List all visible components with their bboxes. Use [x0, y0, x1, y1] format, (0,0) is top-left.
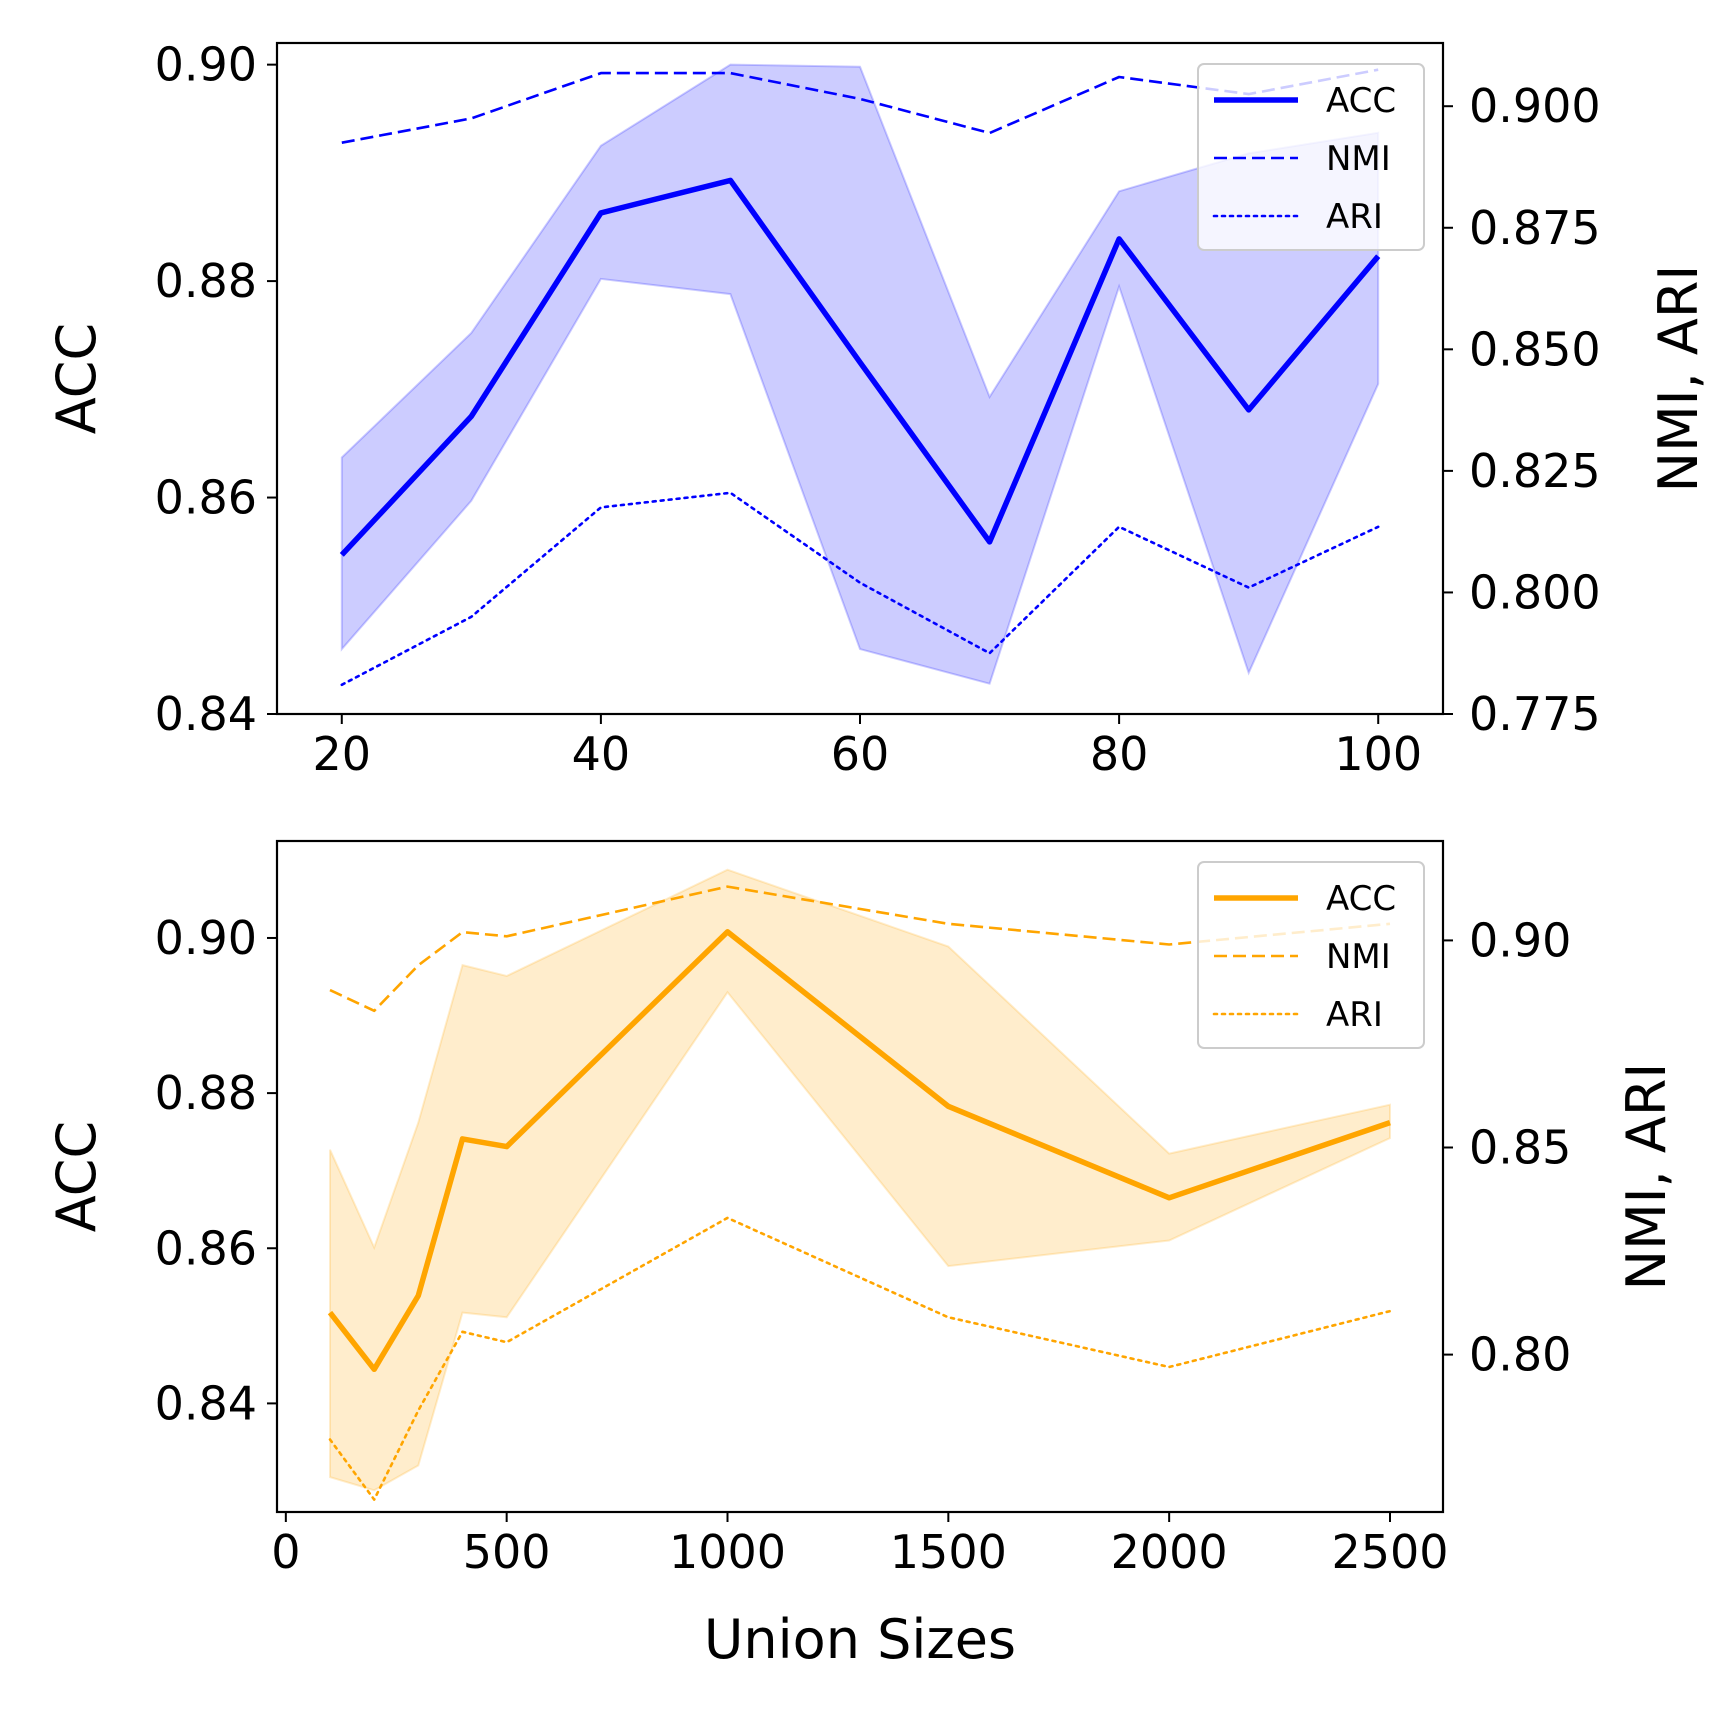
x-axis-label: Union Sizes — [704, 1608, 1016, 1671]
x-tick-label: 1000 — [669, 1525, 786, 1579]
y-left-tick-label: 0.90 — [155, 38, 257, 92]
plot-area — [339, 63, 1381, 687]
x-tick-label: 0 — [271, 1525, 300, 1579]
y-right-tick-label: 0.775 — [1469, 687, 1601, 741]
legend-box — [1197, 861, 1425, 1049]
y-right-tick-label: 0.900 — [1469, 79, 1601, 133]
y-right-tick-label: 0.825 — [1469, 444, 1601, 498]
legend: ACC NMI ARI — [1197, 63, 1425, 251]
acc-range-band — [329, 868, 1391, 1492]
x-tick-label: 100 — [1334, 727, 1422, 781]
y-left-tick-label: 0.84 — [155, 687, 257, 741]
y-left-tick-label: 0.86 — [155, 471, 257, 525]
y-left-axis-label: ACC — [45, 1121, 108, 1232]
y-right-tick-label: 0.85 — [1469, 1121, 1571, 1175]
y-right-tick-label: 0.850 — [1469, 322, 1601, 376]
series-nmi-line — [341, 68, 1379, 144]
axes-frame — [275, 839, 1445, 1514]
x-tick-label: 1500 — [890, 1525, 1007, 1579]
chart-panel-1: 20 40 60 80 100 0.84 0.86 0.88 0.90 0.775 0.800 0.8… — [45, 38, 1710, 781]
y-left-axis-label: ACC — [45, 323, 108, 434]
acc-range-band — [340, 63, 1380, 685]
legend: ACC NMI ARI — [1197, 861, 1425, 1049]
x-tick-label: 40 — [572, 727, 631, 781]
y-left-tick-label: 0.88 — [155, 254, 257, 308]
legend-label-ari: ARI — [1326, 197, 1383, 237]
series-ari-line — [328, 1216, 1392, 1501]
x-tick-label: 2500 — [1331, 1525, 1448, 1579]
x-tick-label: 80 — [1090, 727, 1149, 781]
y-left-tick-label: 0.90 — [155, 911, 257, 965]
y-left-tick-label: 0.84 — [155, 1376, 257, 1430]
series-acc-line — [339, 177, 1381, 557]
y-right-tick-label: 0.90 — [1469, 913, 1571, 967]
legend-box — [1197, 63, 1425, 251]
legend-label-acc: ACC — [1326, 879, 1396, 919]
legend-label-ari: ARI — [1326, 995, 1383, 1035]
x-tick-label: 20 — [313, 727, 372, 781]
y-right-tick-label: 0.80 — [1469, 1328, 1571, 1382]
legend-label-nmi: NMI — [1326, 139, 1391, 179]
legend-label-nmi: NMI — [1326, 937, 1391, 977]
series-ari-line — [340, 491, 1380, 687]
plot-area — [327, 868, 1392, 1501]
y-right-tick-label: 0.875 — [1469, 201, 1601, 255]
series-acc-line — [327, 929, 1391, 1373]
x-tick-label: 500 — [463, 1525, 551, 1579]
y-right-axis-label: NMI, ARI — [1615, 1063, 1678, 1291]
legend-label-acc: ACC — [1326, 81, 1396, 121]
series-nmi-line — [329, 885, 1391, 1013]
y-left-tick-label: 0.86 — [155, 1221, 257, 1275]
x-tick-label: 60 — [831, 727, 890, 781]
chart-panel-2: 0 500 1000 1500 2000 2500 0.84 0.86 0.88 0.90 0.80… — [45, 839, 1678, 1671]
y-right-tick-label: 0.800 — [1469, 565, 1601, 619]
y-left-tick-label: 0.88 — [155, 1066, 257, 1120]
y-right-axis-label: NMI, ARI — [1647, 265, 1710, 493]
x-tick-label: 2000 — [1111, 1525, 1228, 1579]
